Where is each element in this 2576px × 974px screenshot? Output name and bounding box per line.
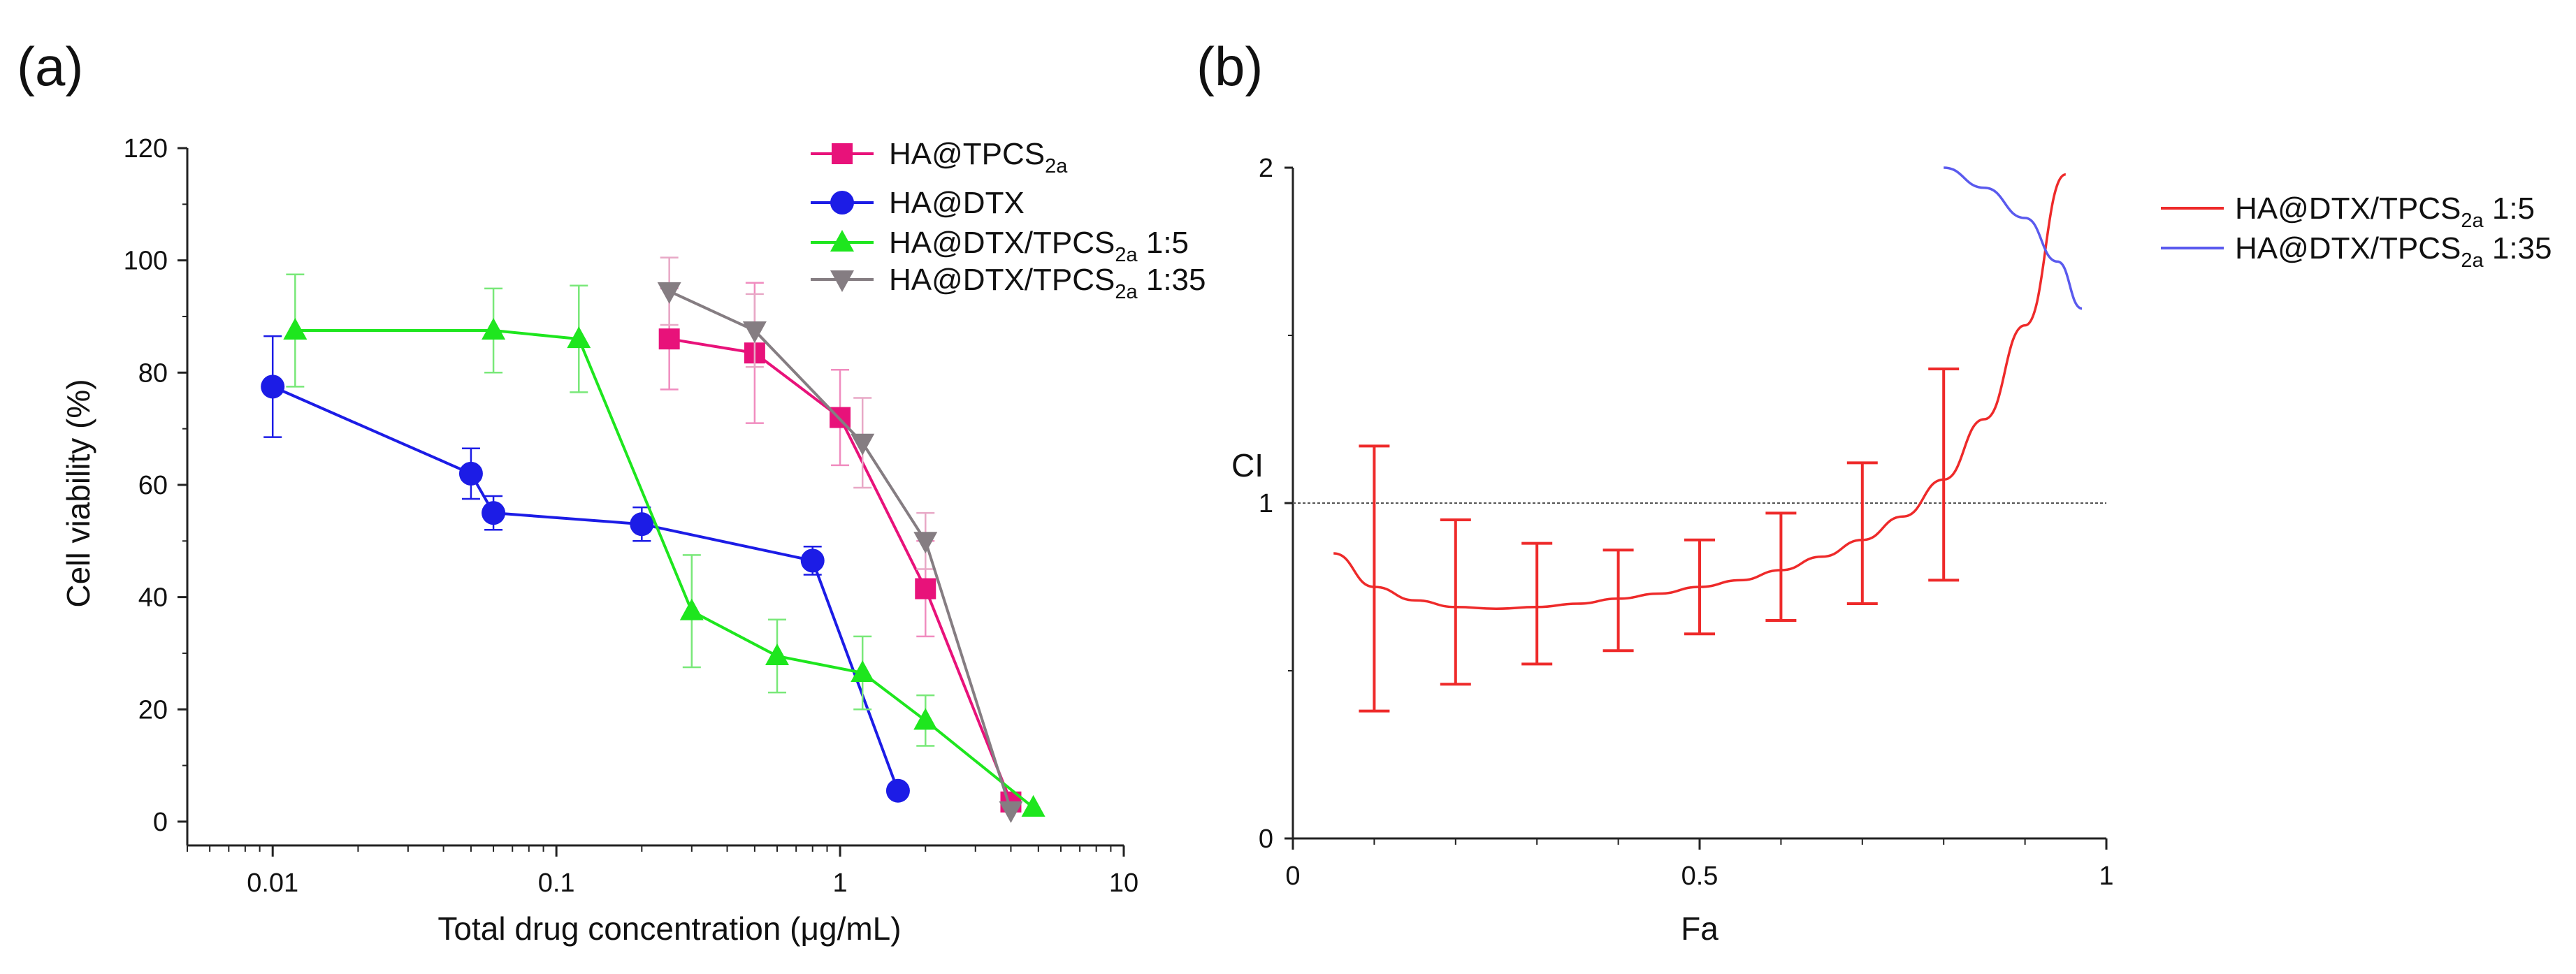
legend-item-ha-dtx-tpcs2a-1-35: HA@DTX/TPCS2a 1:35	[2161, 231, 2552, 272]
legend-label: HA@DTX/TPCS2a 1:35	[889, 263, 1206, 303]
data-point	[458, 461, 483, 486]
y-tick-label: 100	[124, 247, 168, 276]
data-point	[630, 512, 654, 537]
data-point	[657, 282, 681, 304]
legend-label: HA@DTX/TPCS2a 1:5	[2235, 191, 2535, 232]
y-tick-label: 40	[138, 583, 168, 613]
series-line	[295, 329, 1034, 809]
legend-item-ha-dtx-tpcs2a-1-35: HA@DTX/TPCS2a 1:35	[811, 263, 1206, 303]
y-tick-label: 0	[153, 808, 168, 837]
data-point	[482, 318, 506, 340]
series-ha-tpcs2a	[658, 282, 1022, 813]
legend-label: HA@DTX/TPCS2a 1:5	[889, 226, 1189, 266]
data-point	[679, 598, 704, 620]
x-tick-label: 10	[1109, 868, 1138, 898]
legend-label: HA@DTX	[889, 186, 1025, 220]
legend-item-ha-tpcs2a: HA@TPCS2a	[811, 137, 1068, 177]
x-tick-label: 1	[2099, 862, 2113, 891]
legend-a: HA@TPCS2a HA@DTX HA@DTX/TPCS2a 1:5HA@DTX/T…	[811, 137, 1206, 303]
data-point	[261, 375, 285, 399]
legend-label: HA@TPCS2a	[889, 137, 1068, 177]
series-curve	[1944, 166, 2083, 310]
data-point	[913, 532, 938, 554]
chart-a-cell-viability: 0 20 40 60 80 100 120 0.01 0.1 1 10 Total drug conc…	[60, 134, 1206, 947]
data-point	[1021, 794, 1045, 817]
chart-b-combination-index: 0 1 2 0 0.5 1 Fa CI HA@DTX/TPCS2a 1:5HA@DTX/TPCS…	[1231, 154, 2552, 947]
x-tick-label: 0	[1285, 862, 1300, 891]
y-axis-title: Cell viability (%)	[60, 379, 96, 607]
data-point	[885, 778, 910, 803]
data-point	[913, 708, 938, 730]
y-tick-label: 0	[1259, 824, 1273, 854]
y-axis-title: CI	[1231, 447, 1264, 484]
x-axis-title: Total drug concentration (μg/mL)	[437, 910, 901, 947]
data-point	[658, 328, 680, 350]
x-axis-title: Fa	[1681, 910, 1718, 947]
series-ha-dtx	[261, 335, 910, 803]
series-ha-dtx-tpcs2a-1-35	[1944, 166, 2083, 310]
legend-item-ha-dtx-tpcs2a-1-5: HA@DTX/TPCS2a 1:5	[2161, 191, 2535, 232]
y-tick-label: 1	[1259, 489, 1273, 518]
data-point	[800, 548, 825, 573]
series-ha-dtx-tpcs2a-1-5	[1333, 173, 2067, 713]
legend-marker	[830, 230, 854, 252]
data-point	[482, 501, 506, 525]
y-tick-label: 20	[138, 695, 168, 725]
y-tick-label: 120	[124, 134, 168, 163]
data-point	[567, 326, 591, 349]
x-tick-label: 0.1	[538, 868, 575, 898]
legend-item-ha-dtx: HA@DTX	[811, 186, 1025, 220]
y-tick-label: 60	[138, 471, 168, 500]
legend-b: HA@DTX/TPCS2a 1:5HA@DTX/TPCS2a 1:35	[2161, 191, 2552, 272]
x-tick-label: 0.5	[1681, 862, 1718, 891]
legend-marker	[830, 270, 854, 292]
data-point	[742, 321, 767, 344]
x-tick-label: 1	[832, 868, 847, 898]
x-tick-label: 0.01	[247, 868, 298, 898]
data-point	[851, 660, 875, 683]
legend-label: HA@DTX/TPCS2a 1:35	[2235, 231, 2552, 272]
series-curve	[1333, 173, 2067, 610]
legend-item-ha-dtx-tpcs2a-1-5: HA@DTX/TPCS2a 1:5	[811, 226, 1189, 266]
legend-marker	[830, 191, 854, 215]
data-point	[999, 801, 1023, 823]
panel-letter-b: (b)	[1196, 36, 1263, 97]
data-point	[283, 318, 307, 340]
series-ha-dtx-tpcs2a-1-5	[283, 273, 1045, 817]
series-ha-dtx-tpcs2a-1-35	[657, 256, 1023, 823]
data-point	[851, 433, 875, 456]
legend-marker	[832, 143, 853, 164]
series-line	[272, 385, 899, 792]
y-tick-label: 80	[138, 358, 168, 388]
data-point	[915, 578, 936, 599]
panel-letter-a: (a)	[17, 36, 83, 97]
y-tick-label: 2	[1259, 154, 1273, 183]
data-point	[765, 643, 790, 665]
